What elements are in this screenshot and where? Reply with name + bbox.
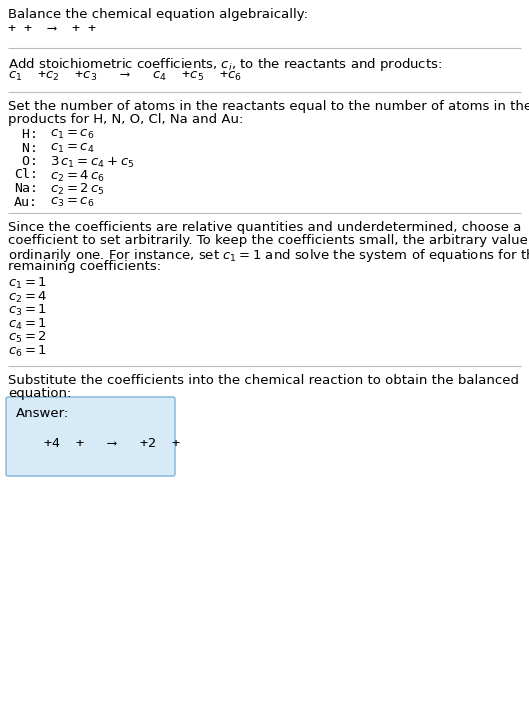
Text: Balance the chemical equation algebraically:: Balance the chemical equation algebraica… [8,8,308,21]
Text: H:: H: [14,128,38,141]
Text: Na:: Na: [14,182,38,195]
Text: Cl:: Cl: [14,169,38,181]
Text: Answer:: Answer: [16,407,69,420]
Text: $c_5 = 2$: $c_5 = 2$ [8,330,47,345]
Text: $c_1 = c_4$: $c_1 = c_4$ [50,141,95,155]
Text: $c_6 = 1$: $c_6 = 1$ [8,344,47,359]
Text: $c_3 = c_6$: $c_3 = c_6$ [50,195,94,209]
Text: +4  +   ⟶   +2  +: +4 + ⟶ +2 + [28,437,180,450]
Text: $c_3 = 1$: $c_3 = 1$ [8,303,47,318]
Text: Add stoichiometric coefficients, $c_i$, to the reactants and products:: Add stoichiometric coefficients, $c_i$, … [8,56,442,73]
Text: ordinarily one. For instance, set $c_1 = 1$ and solve the system of equations fo: ordinarily one. For instance, set $c_1 =… [8,247,529,264]
Text: $c_1$  +$c_2$  +$c_3$   ⟶   $c_4$  +$c_5$  +$c_6$: $c_1$ +$c_2$ +$c_3$ ⟶ $c_4$ +$c_5$ +$c_6… [8,70,242,83]
Text: N:: N: [14,141,38,155]
Text: $c_1 = 1$: $c_1 = 1$ [8,276,47,291]
Text: $c_2 = 4$: $c_2 = 4$ [8,290,48,304]
FancyBboxPatch shape [6,397,175,476]
Text: products for H, N, O, Cl, Na and Au:: products for H, N, O, Cl, Na and Au: [8,113,243,126]
Text: equation:: equation: [8,387,71,400]
Text: coefficient to set arbitrarily. To keep the coefficients small, the arbitrary va: coefficient to set arbitrarily. To keep … [8,234,529,247]
Text: $c_4 = 1$: $c_4 = 1$ [8,316,47,332]
Text: remaining coefficients:: remaining coefficients: [8,260,161,273]
Text: $c_1 = c_6$: $c_1 = c_6$ [50,128,94,141]
Text: $3\,c_1 = c_4 + c_5$: $3\,c_1 = c_4 + c_5$ [50,155,134,170]
Text: Since the coefficients are relative quantities and underdetermined, choose a: Since the coefficients are relative quan… [8,221,522,234]
Text: Au:: Au: [14,195,38,209]
Text: Set the number of atoms in the reactants equal to the number of atoms in the: Set the number of atoms in the reactants… [8,100,529,113]
Text: Substitute the coefficients into the chemical reaction to obtain the balanced: Substitute the coefficients into the che… [8,374,519,387]
Text: $c_2 = 2\,c_5$: $c_2 = 2\,c_5$ [50,182,105,197]
Text: $c_2 = 4\,c_6$: $c_2 = 4\,c_6$ [50,169,105,183]
Text: + +  ⟶  + +: + + ⟶ + + [8,22,96,35]
Text: O:: O: [14,155,38,168]
